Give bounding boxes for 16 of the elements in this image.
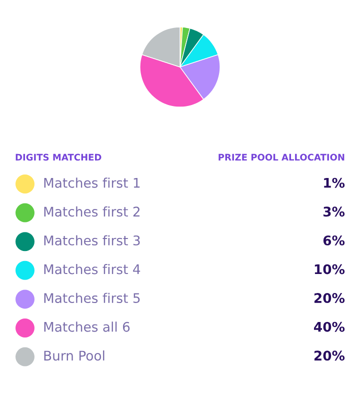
data-label: 10% [314,264,345,274]
data-label: 20% [314,350,345,361]
legend-label: Matches first 4 [44,264,140,274]
legend-label: Matches first 1 [44,178,140,188]
legend-label: Matches first 5 [44,292,140,304]
data-label: 40% [314,322,345,332]
data-label: 6% [323,235,345,246]
legend-label: Burn Pool [44,350,104,361]
text: PRIZE POOL ALLOCATION [218,154,344,161]
data-label: 1% [324,178,345,188]
legend-label: Matches first 3 [44,235,140,246]
data-label: 3% [323,206,345,217]
legend-label: Matches first 2 [44,206,140,217]
legend-title: DIGITS MATCHED [16,154,102,161]
data-label: 20% [314,293,345,304]
legend-label: Matches all 6 [44,322,130,332]
